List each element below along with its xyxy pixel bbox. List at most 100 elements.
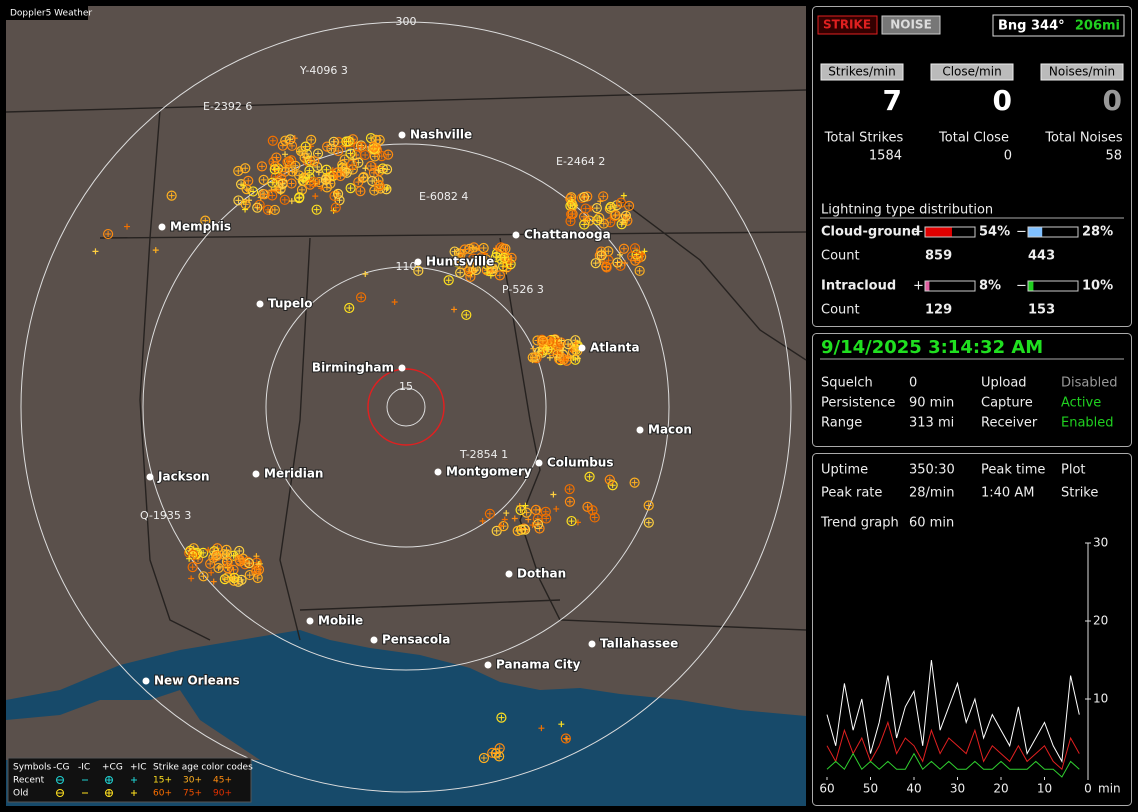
strike-marker-cross <box>298 186 305 193</box>
strike-marker <box>465 271 476 282</box>
city-dot <box>142 677 150 685</box>
strike-marker-plus <box>291 135 298 142</box>
strike-marker-cross <box>618 199 625 206</box>
cities: Nashville Memphis Chattanooga Huntsville Tup… <box>142 127 693 689</box>
strike-marker <box>374 165 385 176</box>
strike-marker-cross <box>313 206 320 213</box>
strike-button[interactable] <box>817 15 878 35</box>
strike-marker <box>540 506 551 517</box>
strike-marker <box>243 175 254 186</box>
strike-marker <box>332 167 343 178</box>
strike-marker-plus <box>384 184 391 191</box>
map-legend: Symbols Strike age color codes -CG -IC +CG… <box>7 757 253 803</box>
x-tick-label: 60 <box>819 782 834 796</box>
trend-field-value: Strike <box>1061 486 1098 501</box>
strike-marker <box>566 209 577 220</box>
rate-header <box>820 63 904 81</box>
strike-marker-plus <box>362 165 369 172</box>
strike-marker <box>590 258 601 269</box>
city-label: Montgomery <box>446 465 532 479</box>
strike-marker-cross <box>473 267 480 274</box>
strike-marker <box>531 353 542 364</box>
strike-marker-cross <box>566 498 573 505</box>
strike-marker-cross <box>620 215 627 222</box>
strike-marker <box>267 190 278 201</box>
strike-marker-plus <box>484 270 491 277</box>
strike-marker-cross <box>574 348 581 355</box>
strike-marker-cross <box>231 574 238 581</box>
strike-marker-cross <box>296 194 303 201</box>
city-label: Atlanta <box>590 341 640 355</box>
strike-marker <box>592 215 603 226</box>
strike-marker-cross <box>535 521 542 528</box>
strike-marker-cross <box>324 143 331 150</box>
strike-marker <box>356 292 367 303</box>
strike-tag: E-2464 2 <box>556 155 605 168</box>
strike-marker-plus <box>282 151 289 158</box>
strike-button-label[interactable]: STRIKE <box>823 18 871 32</box>
strike-marker-cross <box>371 153 378 160</box>
strike-marker <box>537 335 549 346</box>
legend-symbol <box>56 776 64 784</box>
rate-label: Noises/min <box>1049 65 1115 79</box>
strike-marker-cross <box>492 750 499 757</box>
city-label: Chattanooga <box>524 228 611 242</box>
strike-marker <box>643 500 654 511</box>
title-badge <box>6 5 88 20</box>
strike-marker <box>345 183 356 194</box>
strike-marker-plus <box>620 192 627 199</box>
info-value: Disabled <box>1061 376 1117 391</box>
strike-marker-plus <box>216 563 223 570</box>
city-dot <box>484 661 492 669</box>
strike-marker <box>103 228 114 240</box>
strike-marker <box>240 163 251 174</box>
strike-marker <box>618 243 630 254</box>
strike-marker-cross <box>457 269 464 276</box>
total-label: Total Strikes <box>824 131 904 146</box>
strike-marker-cross <box>189 564 196 571</box>
strike-marker-cross <box>282 137 289 144</box>
info-label: Receiver <box>981 416 1038 431</box>
strike-marker-cross <box>592 260 599 267</box>
legend-symbol <box>131 790 137 796</box>
strike-marker-plus <box>568 347 575 354</box>
strike-marker-cross <box>330 138 337 145</box>
strike-marker-cross <box>451 248 458 255</box>
city-label: Meridian <box>264 467 323 481</box>
strike-marker <box>353 176 364 188</box>
strike-marker-cross <box>269 137 276 144</box>
strike-marker <box>374 180 385 191</box>
city-dot <box>434 468 442 476</box>
range-ring <box>20 21 792 793</box>
strike-marker-cross <box>308 136 315 143</box>
strike-marker <box>607 480 618 491</box>
city-label: Macon <box>648 423 692 437</box>
strike-marker-cross <box>632 257 639 264</box>
city-label: Memphis <box>170 220 231 234</box>
info-value: Enabled <box>1061 416 1114 431</box>
trend-fields: Uptime 350:30 Peak rate 28/min Peak time 1:40… <box>821 463 1098 501</box>
strike-marker-cross <box>581 193 588 200</box>
strike-marker-cross <box>190 551 197 558</box>
city-dot <box>370 636 378 644</box>
strike-marker <box>286 140 298 151</box>
rate-value: 7 <box>883 84 902 117</box>
info-label: Persistence <box>821 396 895 411</box>
dist-percent: 54% <box>979 225 1010 240</box>
strike-marker-cross <box>565 341 572 348</box>
noise-button-label[interactable]: NOISE <box>890 18 932 32</box>
strike-marker-plus <box>475 245 482 252</box>
strike-marker-cross <box>214 552 221 559</box>
trend-field-label: Peak rate <box>821 486 882 501</box>
strike-marker-cross <box>273 154 280 161</box>
strike-marker-cross <box>244 558 251 565</box>
count-label: Count <box>821 249 860 264</box>
strike-marker-cross <box>311 158 318 165</box>
distribution-title: Lightning type distribution <box>821 203 993 218</box>
total-value: 0 <box>1004 149 1012 164</box>
noise-button[interactable] <box>881 15 941 35</box>
strike-marker-cross <box>493 527 500 534</box>
strike-marker-plus <box>563 735 570 742</box>
strike-marker-cross <box>376 136 383 143</box>
